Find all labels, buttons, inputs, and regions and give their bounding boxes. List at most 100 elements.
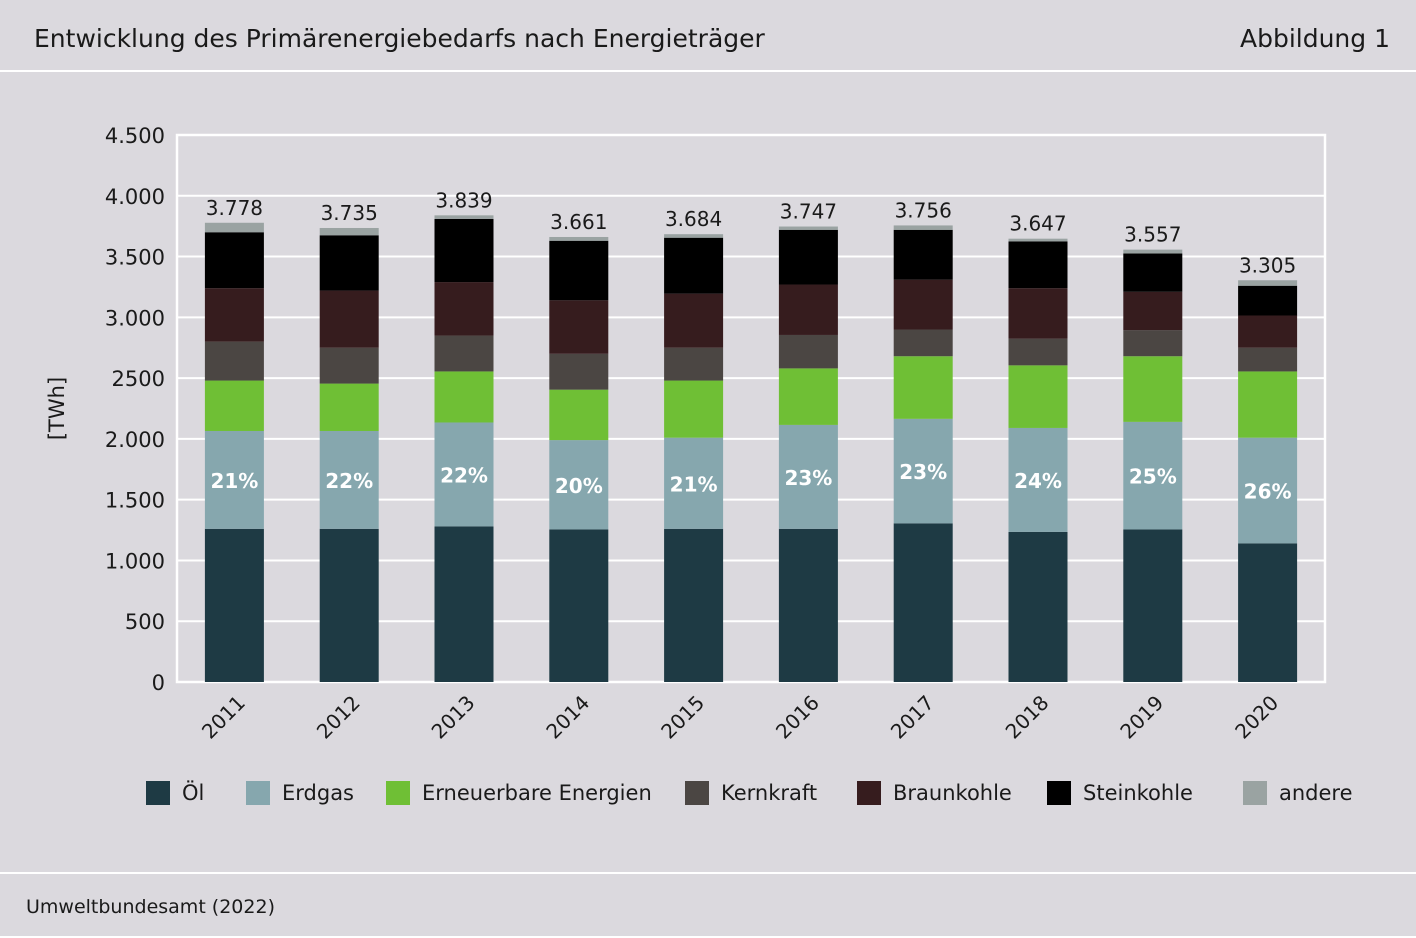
bar-segment-öl — [893, 523, 953, 682]
bar-segment-steinkohle — [549, 240, 609, 301]
legend-swatch — [386, 781, 410, 805]
bar-segment-öl — [434, 526, 494, 682]
legend-swatch — [857, 781, 881, 805]
total-label: 3.647 — [1009, 212, 1066, 236]
total-label: 3.756 — [895, 198, 952, 222]
share-label: 24% — [1014, 469, 1062, 493]
bar-segment-erneuerbare-energien — [778, 368, 838, 425]
total-label: 3.839 — [435, 188, 492, 212]
bar-segment-braunkohle — [893, 279, 953, 330]
bar-segment-andere — [434, 215, 494, 219]
legend-swatch — [246, 781, 270, 805]
bar-segment-steinkohle — [204, 232, 264, 289]
legend-item: Erneuerbare Energien — [386, 778, 652, 808]
legend-label: Braunkohle — [893, 781, 1012, 805]
y-tick-label: 4.000 — [105, 185, 165, 209]
bar-segment-erneuerbare-energien — [1123, 356, 1183, 422]
y-tick-label: 500 — [125, 610, 165, 634]
bar-segment-kernkraft — [204, 341, 264, 381]
bar-segment-erdgas — [1123, 421, 1183, 530]
legend-label: Öl — [182, 781, 205, 805]
bar-segment-erneuerbare-energien — [549, 389, 609, 441]
total-label: 3.557 — [1124, 223, 1181, 247]
bar-segment-braunkohle — [319, 290, 379, 348]
figure-label: Abbildung 1 — [1239, 24, 1390, 53]
bar-segment-öl — [664, 528, 724, 682]
bar-segment-braunkohle — [1008, 288, 1068, 339]
legend-item: Kernkraft — [685, 778, 817, 808]
bar-segment-öl — [319, 528, 379, 682]
bar-segment-erneuerbare-energien — [434, 371, 494, 423]
bar-segment-kernkraft — [434, 335, 494, 372]
bar-segment-braunkohle — [1123, 291, 1183, 331]
y-tick-label: 1.000 — [105, 549, 165, 573]
legend-swatch — [1047, 781, 1071, 805]
x-tick-label: 2013 — [427, 691, 480, 744]
bar-segment-erneuerbare-energien — [1238, 371, 1298, 438]
bar-segment-erdgas — [204, 430, 264, 529]
bar-segment-braunkohle — [204, 288, 264, 342]
y-tick-label: 0 — [152, 671, 165, 695]
bar-segment-öl — [1238, 543, 1298, 682]
bar-segment-kernkraft — [1008, 338, 1068, 366]
bar-segment-kernkraft — [778, 334, 838, 369]
share-label: 20% — [555, 474, 603, 498]
bar-segment-braunkohle — [1238, 315, 1298, 348]
total-label: 3.305 — [1239, 253, 1296, 277]
bar-segment-erdgas — [778, 424, 838, 529]
y-tick-label: 3.500 — [105, 246, 165, 270]
bar-segment-kernkraft — [664, 347, 724, 381]
bar-segment-andere — [1008, 238, 1068, 242]
x-tick-label: 2019 — [1115, 691, 1168, 744]
bar-segment-öl — [549, 529, 609, 682]
share-label: 21% — [210, 469, 258, 493]
footer: Umweltbundesamt (2022) — [0, 872, 1416, 938]
bar-segment-steinkohle — [1008, 241, 1068, 289]
y-tick-label: 1.500 — [105, 489, 165, 513]
bar-segment-andere — [664, 234, 724, 238]
bar-segment-erdgas — [434, 422, 494, 527]
bar-segment-kernkraft — [549, 353, 609, 390]
legend-swatch — [1243, 781, 1267, 805]
bar-segment-erdgas — [319, 430, 379, 529]
total-label: 3.661 — [550, 210, 607, 234]
bar-segment-steinkohle — [1123, 253, 1183, 292]
legend-item: Erdgas — [246, 778, 354, 808]
share-label: 22% — [325, 469, 373, 493]
bar-segment-öl — [778, 528, 838, 682]
share-label: 25% — [1129, 465, 1177, 489]
bar-segment-steinkohle — [319, 235, 379, 291]
x-tick-label: 2016 — [771, 691, 824, 744]
bar-segment-öl — [204, 528, 264, 682]
bar-segment-steinkohle — [664, 237, 724, 294]
bar-segment-kernkraft — [1123, 330, 1183, 357]
y-tick-label: 2.000 — [105, 428, 165, 452]
legend-item: Braunkohle — [857, 778, 1012, 808]
legend-label: Kernkraft — [721, 781, 818, 805]
legend-item: Steinkohle — [1047, 778, 1193, 808]
bar-segment-öl — [1123, 529, 1183, 682]
legend-label: Steinkohle — [1083, 781, 1193, 805]
bar-segment-steinkohle — [1238, 285, 1298, 316]
bar-segment-steinkohle — [778, 229, 838, 285]
chart-title: Entwicklung des Primärenergiebedarfs nac… — [34, 24, 765, 53]
header: Entwicklung des Primärenergiebedarfs nac… — [0, 0, 1416, 72]
bar-segment-erdgas — [1238, 437, 1298, 544]
x-tick-label: 2020 — [1230, 691, 1283, 744]
bar-segment-braunkohle — [664, 293, 724, 348]
legend-item: Öl — [146, 778, 204, 808]
x-tick-label: 2012 — [312, 691, 365, 744]
bar-segment-erneuerbare-energien — [893, 356, 953, 419]
source-label: Umweltbundesamt (2022) — [26, 896, 275, 918]
legend-swatch — [685, 781, 709, 805]
bar-segment-braunkohle — [549, 300, 609, 354]
x-tick-label: 2014 — [541, 691, 594, 744]
legend-swatch — [146, 781, 170, 805]
total-label: 3.747 — [780, 200, 837, 224]
bar-segment-erdgas — [549, 440, 609, 530]
bar-segment-steinkohle — [893, 229, 953, 280]
bar-segment-kernkraft — [893, 329, 953, 357]
y-tick-label: 2500 — [112, 367, 165, 391]
bar-segment-erdgas — [664, 437, 724, 529]
bar-segment-erdgas — [893, 418, 953, 524]
